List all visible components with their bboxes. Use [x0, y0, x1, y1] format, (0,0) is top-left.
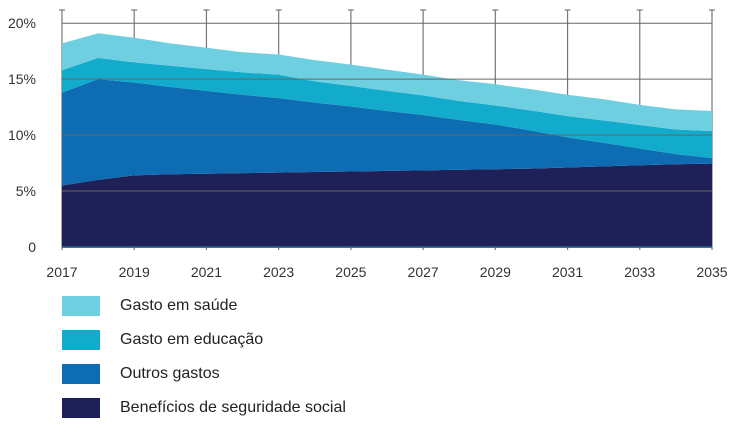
x-axis-tick-labels: 2017 2019 2021 2023 2025 2027 2029 2031 2033 2035 [46, 264, 727, 280]
legend-label: Gasto em saúde [120, 297, 238, 314]
legend-label: Benefícios de seguridade social [120, 399, 346, 416]
x-tick-label: 2033 [624, 264, 655, 280]
x-tick-label: 2029 [480, 264, 511, 280]
legend-item-saude: Gasto em saúde [62, 296, 346, 316]
y-tick-label: 0 [28, 239, 36, 255]
area-series-3 [62, 33, 712, 132]
legend-item-outros: Outros gastos [62, 364, 346, 384]
horizontal-grid [62, 22, 712, 248]
legend-item-educacao: Gasto em educação [62, 330, 346, 350]
x-tick-label: 2031 [552, 264, 583, 280]
y-tick-label: 20% [8, 15, 36, 31]
x-tick-label: 2035 [696, 264, 727, 280]
legend-swatch [62, 330, 100, 350]
stacked-area-chart: 0 5% 10% 15% 20% 2017 2019 2021 2023 2025 2027 202… [8, 9, 728, 280]
x-tick-label: 2027 [408, 264, 439, 280]
x-tick-label: 2025 [335, 264, 366, 280]
legend: Gasto em saúde Gasto em educação Outros … [62, 296, 346, 432]
area-series-2 [62, 57, 712, 159]
y-tick-label: 15% [8, 71, 36, 87]
area-series-0 [62, 163, 712, 247]
x-tick-label: 2023 [263, 264, 294, 280]
legend-swatch [62, 398, 100, 418]
legend-swatch [62, 364, 100, 384]
y-tick-label: 10% [8, 127, 36, 143]
x-tick-label: 2017 [46, 264, 77, 280]
legend-swatch [62, 296, 100, 316]
legend-label: Outros gastos [120, 365, 220, 382]
x-tick-label: 2019 [119, 264, 150, 280]
x-tick-label: 2021 [191, 264, 222, 280]
legend-item-seguridade: Benefícios de seguridade social [62, 398, 346, 418]
area-series-1 [62, 79, 712, 186]
y-tick-label: 5% [16, 183, 36, 199]
y-axis-tick-labels: 0 5% 10% 15% 20% [8, 15, 36, 255]
legend-label: Gasto em educação [120, 331, 264, 348]
area-series [62, 33, 712, 247]
